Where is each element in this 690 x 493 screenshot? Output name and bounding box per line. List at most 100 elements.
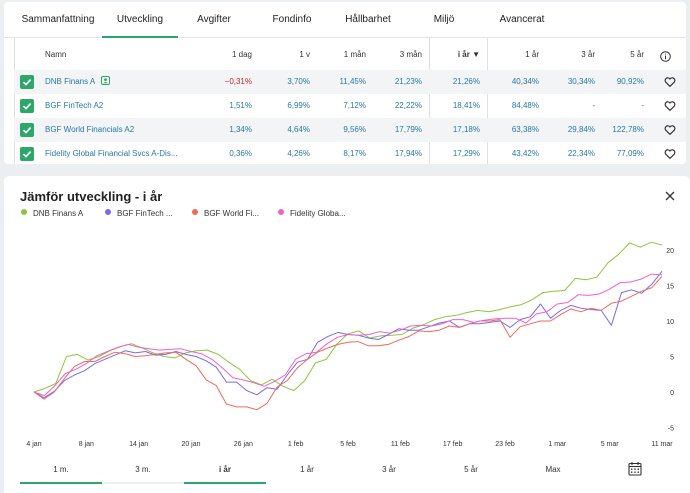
performance-line-chart[interactable]: 20 15 10 5 0 -5 4 jan 8 jan 14 jan 20 jan 26 jan 1 …	[4, 176, 690, 456]
row-checkbox[interactable]	[20, 75, 34, 89]
column-header-3-ar[interactable]: 3 år	[581, 50, 595, 59]
value-1-dag: 0,36%	[229, 149, 252, 158]
value-1-ar: 43,42%	[511, 149, 539, 158]
column-header-namn[interactable]: Namn	[45, 50, 67, 59]
value-1-dag: 1,34%	[229, 125, 252, 134]
value-i-ar: 17,18%	[452, 125, 480, 134]
period-year-to-date[interactable]: i år	[218, 465, 231, 474]
value-1-ar: 63,38%	[511, 125, 539, 134]
legend-dot	[105, 209, 111, 215]
period-3-months[interactable]: 3 m.	[135, 465, 151, 474]
period-underline-1-month	[20, 482, 102, 484]
column-header-1-ar[interactable]: 1 år	[525, 50, 539, 59]
fund-name-link[interactable]: Fidelity Global Financial Svcs A-Dis...	[45, 149, 178, 158]
period-3-years[interactable]: 3 år	[382, 465, 396, 474]
value-1-ar: 40,34%	[511, 77, 539, 86]
value-5-ar: -	[641, 101, 644, 110]
table-left-border	[14, 38, 15, 164]
x-tick-label: 20 jan	[181, 441, 200, 448]
owned-badge-icon	[101, 76, 111, 85]
table-row[interactable]: BGF FinTech A2 1,51% 6,99% 7,12% 22,22% …	[14, 94, 686, 118]
value-1-man: 7,12%	[343, 101, 366, 110]
series-line-3[interactable]	[33, 275, 663, 411]
period-underline-3-months	[102, 482, 184, 484]
value-1-v: 6,99%	[287, 101, 310, 110]
legend-dot	[192, 209, 198, 215]
legend-item-dnb[interactable]: DNB Finans A	[21, 209, 83, 221]
legend-dot	[278, 209, 284, 215]
x-tick-label: 26 jan	[234, 441, 253, 448]
value-5-ar: 77,09%	[616, 149, 644, 158]
tab-utveckling[interactable]: Utveckling	[102, 2, 178, 38]
table-row[interactable]: BGF World Financials A2 1,34% 4,64% 9,56…	[14, 118, 686, 142]
tab-avancerat[interactable]: Avancerat	[499, 14, 545, 25]
y-tick-label: 15	[666, 284, 674, 291]
column-header-1-man[interactable]: 1 mån	[343, 50, 366, 59]
fund-name-link[interactable]: BGF World Financials A2	[45, 125, 135, 134]
value-3-man: 21,23%	[394, 77, 422, 86]
value-3-ar: 30,34%	[567, 77, 595, 86]
tab-fondinfo[interactable]: Fondinfo	[272, 14, 312, 25]
legend-item-fintech[interactable]: BGF FinTech ...	[105, 209, 173, 221]
series-line-4[interactable]	[33, 273, 663, 397]
table-row[interactable]: DNB Finans A −0,31% 3,70% 11,45% 21,23% …	[14, 70, 686, 94]
row-checkbox[interactable]	[20, 123, 34, 137]
heart-icon[interactable]	[664, 124, 676, 136]
heart-icon[interactable]	[664, 100, 676, 112]
y-tick-label: 0	[670, 390, 674, 397]
x-tick-label: 11 mar	[651, 441, 673, 448]
period-underline-year-to-date	[184, 482, 266, 484]
tab-sammanfattning[interactable]: Sammanfattning	[21, 14, 95, 25]
checkmark-icon	[22, 151, 32, 158]
close-icon[interactable]	[664, 190, 676, 202]
legend-dot	[21, 209, 27, 215]
column-header-1-v[interactable]: 1 v	[299, 50, 310, 59]
table-header: Namn 1 dag 1 v 1 mån 3 mån i år ▼ 1 år 3…	[4, 39, 686, 70]
fund-name-link[interactable]: BGF FinTech A2	[45, 101, 104, 110]
info-icon[interactable]	[660, 49, 671, 62]
column-header-1-dag[interactable]: 1 dag	[231, 50, 252, 59]
period-max[interactable]: Max	[545, 465, 561, 474]
row-checkbox[interactable]	[20, 147, 34, 161]
x-tick-label: 8 jan	[79, 441, 94, 448]
value-3-man: 17,94%	[394, 149, 422, 158]
y-tick-label: 5	[670, 355, 674, 362]
value-i-ar: 21,26%	[452, 77, 480, 86]
calendar-icon[interactable]	[628, 461, 642, 476]
tab-bar: Sammanfattning Utveckling Avgifter Fondi…	[4, 2, 686, 38]
x-tick-label: 17 feb	[443, 441, 463, 448]
column-header-3-man[interactable]: 3 mån	[399, 50, 422, 59]
fund-table-card: Sammanfattning Utveckling Avgifter Fondi…	[4, 2, 686, 164]
value-5-ar: 90,92%	[616, 77, 644, 86]
column-divider-right	[487, 38, 488, 164]
period-1-year[interactable]: 1 år	[300, 465, 314, 474]
value-i-ar: 17,29%	[452, 149, 480, 158]
heart-icon[interactable]	[664, 148, 676, 160]
row-checkbox[interactable]	[20, 99, 34, 113]
value-3-ar: 29,84%	[567, 125, 595, 134]
value-3-man: 17,79%	[394, 125, 422, 134]
value-3-ar: -	[592, 101, 595, 110]
value-1-v: 3,70%	[287, 77, 310, 86]
heart-icon[interactable]	[664, 76, 676, 88]
series-line-1[interactable]	[33, 241, 663, 393]
tab-hallbarhet[interactable]: Hållbarhet	[345, 14, 391, 25]
fund-name-link[interactable]: DNB Finans A	[45, 70, 111, 94]
tab-avgifter[interactable]: Avgifter	[197, 14, 231, 25]
value-1-man: 11,45%	[339, 77, 366, 86]
x-tick-label: 1 feb	[288, 441, 304, 448]
table-row[interactable]: Fidelity Global Financial Svcs A-Dis... …	[14, 142, 686, 166]
checkmark-icon	[22, 79, 32, 86]
y-tick-label: 10	[666, 319, 674, 326]
column-header-5-ar[interactable]: 5 år	[630, 50, 644, 59]
legend-item-world-financials[interactable]: BGF World Fi...	[192, 209, 259, 221]
tab-miljo[interactable]: Miljö	[433, 14, 455, 25]
x-tick-label: 1 mar	[548, 441, 567, 448]
legend-item-fidelity[interactable]: Fidelity Globa...	[278, 209, 346, 221]
column-header-i-ar[interactable]: i år ▼	[457, 50, 480, 59]
period-5-years[interactable]: 5 år	[464, 465, 478, 474]
value-1-dag: 1,51%	[229, 101, 252, 110]
checkmark-icon	[22, 103, 32, 110]
value-5-ar: 122,78%	[612, 125, 644, 134]
period-1-month[interactable]: 1 m.	[53, 465, 69, 474]
